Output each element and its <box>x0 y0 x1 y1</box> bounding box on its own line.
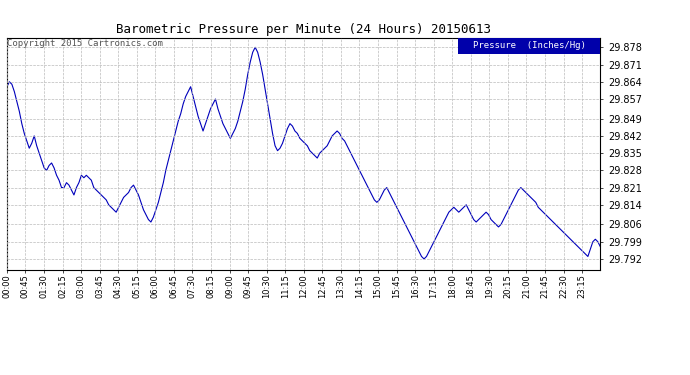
Title: Barometric Pressure per Minute (24 Hours) 20150613: Barometric Pressure per Minute (24 Hours… <box>116 23 491 36</box>
Text: Copyright 2015 Cartronics.com: Copyright 2015 Cartronics.com <box>7 39 163 48</box>
